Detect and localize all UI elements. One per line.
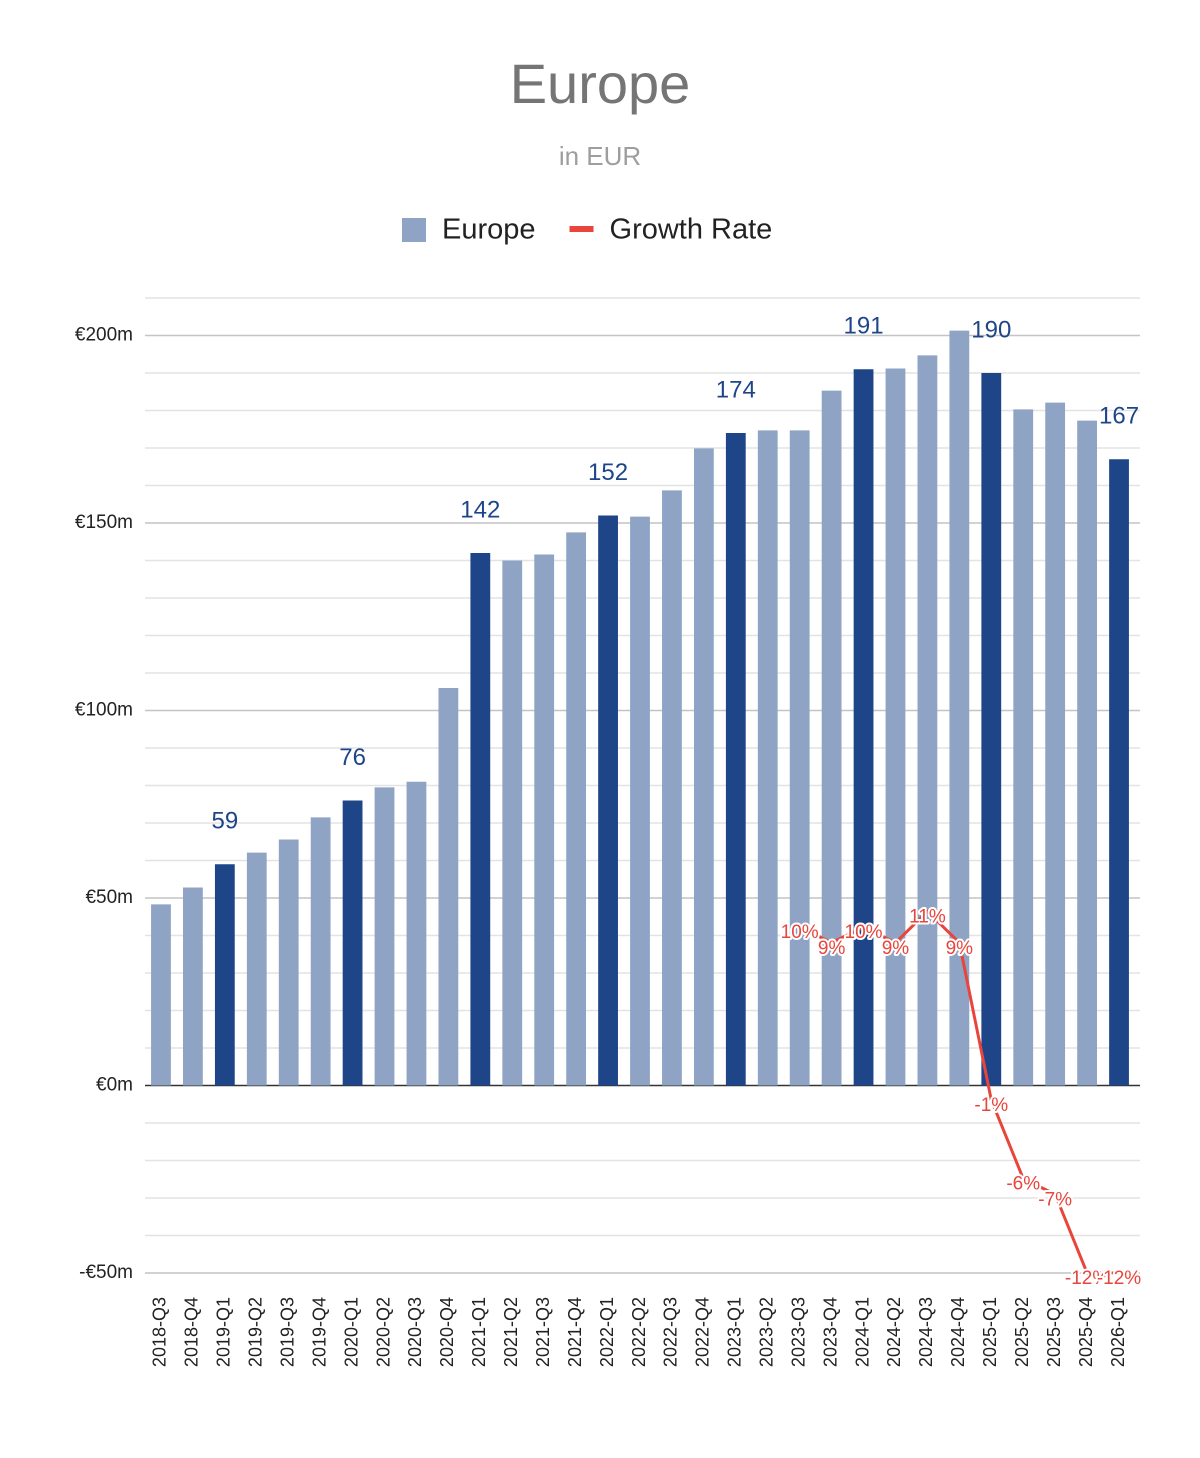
data-label: 10% <box>781 922 819 943</box>
x-tick-label: 2020-Q1 <box>341 1297 361 1367</box>
x-tick-label: 2019-Q2 <box>246 1297 266 1367</box>
bar <box>917 355 938 1086</box>
bar <box>853 369 874 1086</box>
bar <box>374 787 395 1086</box>
data-label: -6% <box>1006 1174 1040 1195</box>
data-label: -7% <box>1038 1189 1072 1210</box>
x-tick-label: 2024-Q4 <box>948 1297 968 1367</box>
data-label: 9% <box>882 938 910 959</box>
bar <box>757 430 778 1086</box>
bar <box>566 532 587 1086</box>
data-label: 142 <box>460 496 500 523</box>
data-label: -1% <box>974 1095 1008 1116</box>
x-tick-label: 2022-Q4 <box>693 1297 713 1367</box>
bar <box>151 904 171 1086</box>
bar <box>662 490 682 1086</box>
bar <box>981 373 1002 1086</box>
data-label: 76 <box>339 744 366 771</box>
x-tick-label: 2018-Q4 <box>182 1297 202 1367</box>
data-label: 190 <box>971 316 1011 343</box>
x-tick-label: 2023-Q1 <box>725 1297 745 1367</box>
bar <box>278 839 299 1086</box>
x-tick-label: 2025-Q3 <box>1044 1297 1064 1367</box>
data-label: 10% <box>845 922 883 943</box>
x-tick-label: 2023-Q4 <box>820 1297 840 1367</box>
chart-subtitle: in EUR <box>559 141 641 171</box>
bar <box>183 887 203 1086</box>
x-tick-label: 2021-Q4 <box>565 1297 585 1367</box>
bar <box>310 817 331 1086</box>
x-tick-label: 2019-Q4 <box>309 1297 329 1367</box>
bar <box>406 781 427 1086</box>
data-label: 152 <box>588 459 628 486</box>
bar <box>438 688 459 1086</box>
bar <box>1045 402 1066 1086</box>
x-tick-label: 2026-Q1 <box>1108 1297 1128 1367</box>
data-label: 59 <box>211 808 238 835</box>
x-tick-label: 2019-Q1 <box>214 1297 234 1367</box>
x-tick-label: 2025-Q2 <box>1012 1297 1032 1367</box>
data-label: 167 <box>1099 403 1139 430</box>
data-label: -12% <box>1097 1268 1141 1289</box>
bar <box>214 864 235 1086</box>
bar <box>1013 409 1034 1086</box>
x-tick-label: 2022-Q1 <box>597 1297 617 1367</box>
bar <box>821 390 842 1086</box>
bar <box>470 553 491 1086</box>
y-tick-label: €200m <box>75 325 133 346</box>
y-tick-label: €100m <box>75 700 133 721</box>
bar <box>342 800 363 1086</box>
chart-title: Europe <box>510 52 691 115</box>
bar <box>598 515 618 1086</box>
legend-swatch <box>569 226 594 232</box>
line <box>799 909 1120 1275</box>
bar <box>1077 420 1097 1086</box>
x-tick-label: 2025-Q1 <box>980 1297 1000 1367</box>
x-tick-label: 2024-Q2 <box>884 1297 904 1367</box>
x-tick-label: 2019-Q3 <box>277 1297 297 1367</box>
x-tick-label: 2024-Q3 <box>916 1297 936 1367</box>
x-tick-label: 2020-Q2 <box>373 1297 393 1367</box>
bar <box>502 560 523 1086</box>
x-tick-label: 2018-Q3 <box>150 1297 170 1367</box>
data-label: 9% <box>946 938 974 959</box>
data-label: 174 <box>716 376 756 403</box>
y-tick-label: -€50m <box>79 1262 133 1283</box>
data-label: -12% <box>1065 1268 1109 1289</box>
legend-swatch <box>402 218 426 242</box>
x-tick-label: 2025-Q4 <box>1076 1297 1096 1367</box>
bar <box>693 448 714 1086</box>
x-tick-label: 2020-Q4 <box>437 1297 457 1367</box>
y-tick-label: €50m <box>85 887 133 908</box>
bar <box>885 368 906 1086</box>
x-tick-label: 2023-Q2 <box>756 1297 776 1367</box>
bar <box>1109 459 1129 1086</box>
x-tick-label: 2021-Q1 <box>469 1297 489 1367</box>
bar <box>534 554 555 1086</box>
x-tick-label: 2024-Q1 <box>852 1297 872 1367</box>
x-tick-label: 2022-Q3 <box>661 1297 681 1367</box>
x-tick-label: 2021-Q3 <box>533 1297 553 1367</box>
x-tick-label: 2021-Q2 <box>501 1297 521 1367</box>
bar <box>789 430 810 1086</box>
x-tick-label: 2022-Q2 <box>629 1297 649 1367</box>
data-label: 9% <box>818 938 846 959</box>
bar <box>949 330 970 1086</box>
y-tick-label: €150m <box>75 512 133 533</box>
y-tick-label: €0m <box>96 1075 133 1096</box>
data-label: 191 <box>844 313 884 340</box>
bar <box>630 516 650 1086</box>
bar <box>725 433 746 1086</box>
x-tick-label: 2023-Q3 <box>788 1297 808 1367</box>
x-tick-label: 2020-Q3 <box>405 1297 425 1367</box>
bar <box>246 852 267 1086</box>
legend-label: Europe <box>442 214 536 246</box>
data-label: 11% <box>909 906 946 927</box>
legend-label: Growth Rate <box>610 214 773 246</box>
legend: Europe Growth Rate <box>402 214 772 246</box>
